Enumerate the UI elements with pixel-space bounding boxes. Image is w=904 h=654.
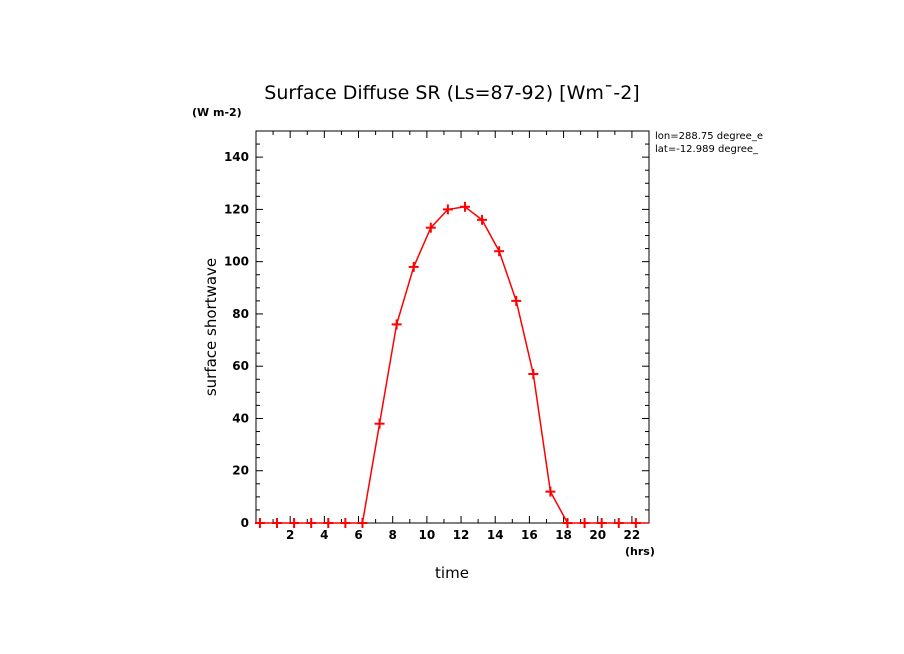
y-tick-label: 80 bbox=[232, 307, 249, 321]
data-point bbox=[374, 418, 385, 429]
chart-title: Surface Diffuse SR (Ls=87-92) [Wm¯-2] bbox=[264, 82, 639, 104]
data-point bbox=[477, 214, 488, 225]
data-point bbox=[442, 204, 453, 215]
data-point bbox=[613, 518, 624, 528]
x-tick-label: 18 bbox=[555, 528, 572, 542]
x-tick-label: 14 bbox=[487, 528, 504, 542]
data-point bbox=[289, 518, 300, 528]
x-tick-label: 22 bbox=[624, 528, 641, 542]
data-point bbox=[511, 295, 522, 306]
plot-frame bbox=[255, 130, 650, 524]
data-point bbox=[596, 518, 607, 528]
x-tick-label: 12 bbox=[453, 528, 470, 542]
data-point bbox=[408, 261, 419, 272]
y-tick-label: 0 bbox=[241, 516, 249, 530]
data-point bbox=[425, 222, 436, 233]
x-units-label: (hrs) bbox=[625, 545, 655, 558]
x-tick-label: 6 bbox=[354, 528, 362, 542]
y-tick-label: 60 bbox=[232, 359, 249, 373]
y-tick-label: 140 bbox=[224, 150, 249, 164]
data-point bbox=[459, 201, 470, 212]
data-point bbox=[630, 518, 641, 528]
data-point bbox=[340, 518, 351, 528]
data-point bbox=[357, 518, 368, 528]
x-tick-label: 16 bbox=[521, 528, 538, 542]
data-point bbox=[272, 518, 283, 528]
axis-ticks: 2 4 6 8 10 12 14 16 18 20 22 0 20 40 60 80 100 120 140 bbox=[224, 131, 649, 542]
series-line bbox=[256, 205, 649, 524]
data-point bbox=[494, 246, 505, 257]
x-axis-label: time bbox=[435, 564, 469, 582]
y-axis-label: surface shortwave bbox=[202, 258, 220, 396]
y-tick-label: 20 bbox=[232, 464, 249, 478]
x-tick-label: 8 bbox=[389, 528, 397, 542]
data-point bbox=[528, 369, 539, 380]
x-tick-label: 20 bbox=[589, 528, 606, 542]
data-point bbox=[391, 319, 402, 330]
annotation-lon: lon=288.75 degree_e bbox=[655, 131, 763, 142]
series-layer bbox=[254, 201, 649, 528]
data-point bbox=[562, 518, 573, 528]
data-point bbox=[323, 518, 334, 528]
x-tick-label: 2 bbox=[286, 528, 294, 542]
data-point bbox=[306, 518, 317, 528]
data-point bbox=[254, 518, 265, 528]
y-units-label: (W m-2) bbox=[192, 106, 242, 119]
data-point bbox=[545, 486, 556, 497]
x-tick-label: 10 bbox=[419, 528, 436, 542]
annotation-lat: lat=-12.989 degree_ bbox=[655, 144, 759, 155]
y-tick-label: 120 bbox=[224, 202, 249, 216]
data-point bbox=[579, 518, 590, 528]
y-tick-label: 40 bbox=[232, 411, 249, 425]
x-tick-label: 4 bbox=[320, 528, 328, 542]
y-tick-label: 100 bbox=[224, 255, 249, 269]
